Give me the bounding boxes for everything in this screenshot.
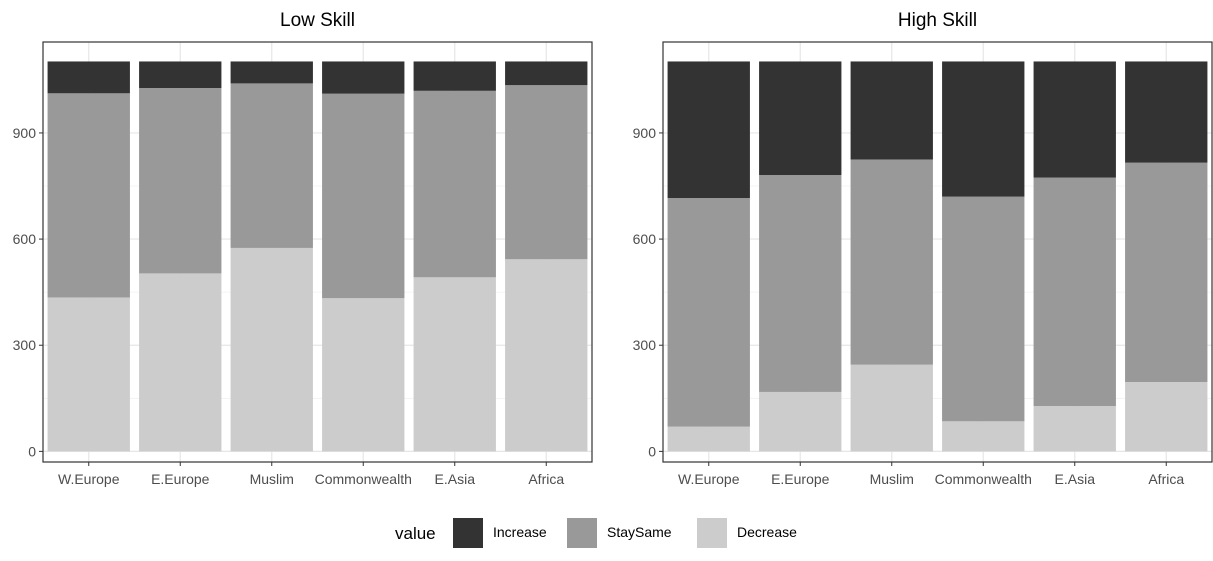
bar-decrease-w-europe xyxy=(667,426,750,452)
y-tick-label: 600 xyxy=(13,231,37,247)
bar-decrease-e-asia xyxy=(413,277,496,452)
bar-decrease-w-europe xyxy=(47,297,130,452)
x-tick-label: Commonwealth xyxy=(315,471,412,487)
bar-increase-africa xyxy=(505,61,588,86)
legend-label-staysame: StaySame xyxy=(607,524,672,540)
bar-increase-e-europe xyxy=(759,61,842,176)
bar-increase-africa xyxy=(1125,61,1208,163)
y-tick-label: 0 xyxy=(28,443,36,459)
panel-background xyxy=(663,42,1212,462)
legend-swatch-staysame xyxy=(567,518,597,548)
bar-staysame-e-asia xyxy=(413,90,496,278)
bar-increase-e-asia xyxy=(413,61,496,91)
legend-swatch-increase xyxy=(453,518,483,548)
bar-increase-muslim xyxy=(850,61,933,160)
y-tick-label: 900 xyxy=(633,125,657,141)
y-tick-label: 900 xyxy=(13,125,37,141)
bar-increase-e-asia xyxy=(1033,61,1116,178)
bar-decrease-e-europe xyxy=(139,273,222,452)
bar-increase-commonwealth xyxy=(942,61,1025,197)
bar-staysame-e-asia xyxy=(1033,177,1116,407)
legend-title: value xyxy=(395,524,436,543)
x-tick-label: W.Europe xyxy=(678,471,740,487)
y-tick-label: 300 xyxy=(13,337,37,353)
x-tick-label: E.Europe xyxy=(151,471,210,487)
bar-decrease-muslim xyxy=(850,364,933,452)
x-tick-label: E.Asia xyxy=(1055,471,1096,487)
bar-decrease-muslim xyxy=(230,247,313,452)
bar-staysame-w-europe xyxy=(667,198,750,427)
bar-staysame-muslim xyxy=(230,83,313,248)
x-tick-label: Africa xyxy=(1148,471,1184,487)
bar-increase-muslim xyxy=(230,61,313,84)
bar-decrease-africa xyxy=(505,259,588,452)
legend-label-increase: Increase xyxy=(493,524,547,540)
bar-decrease-e-europe xyxy=(759,391,842,452)
panel-title: Low Skill xyxy=(280,10,355,31)
panel-border xyxy=(42,41,593,463)
bar-staysame-e-europe xyxy=(139,87,222,274)
y-tick-label: 600 xyxy=(633,231,657,247)
bar-increase-e-europe xyxy=(139,61,222,88)
bar-staysame-africa xyxy=(1125,162,1208,383)
bar-increase-w-europe xyxy=(667,61,750,199)
x-tick-label: Commonwealth xyxy=(935,471,1032,487)
bar-increase-commonwealth xyxy=(322,61,405,94)
x-tick-label: E.Europe xyxy=(771,471,830,487)
legend-label-decrease: Decrease xyxy=(737,524,797,540)
bar-staysame-commonwealth xyxy=(942,196,1025,422)
bar-staysame-muslim xyxy=(850,159,933,365)
bar-decrease-commonwealth xyxy=(942,421,1025,452)
legend-swatch-decrease xyxy=(697,518,727,548)
bar-increase-w-europe xyxy=(47,61,130,94)
x-tick-label: Muslim xyxy=(250,471,294,487)
x-tick-label: Muslim xyxy=(870,471,914,487)
bar-staysame-w-europe xyxy=(47,93,130,298)
bar-decrease-africa xyxy=(1125,382,1208,452)
panel-title: High Skill xyxy=(898,10,977,31)
y-tick-label: 0 xyxy=(648,443,656,459)
panel-border xyxy=(662,41,1213,463)
bar-staysame-e-europe xyxy=(759,175,842,392)
x-tick-label: Africa xyxy=(528,471,564,487)
x-tick-label: E.Asia xyxy=(435,471,476,487)
x-tick-label: W.Europe xyxy=(58,471,120,487)
bar-staysame-africa xyxy=(505,85,588,260)
y-tick-label: 300 xyxy=(633,337,657,353)
bar-staysame-commonwealth xyxy=(322,93,405,299)
bar-decrease-e-asia xyxy=(1033,406,1116,452)
bar-decrease-commonwealth xyxy=(322,298,405,452)
panel-background xyxy=(43,42,592,462)
